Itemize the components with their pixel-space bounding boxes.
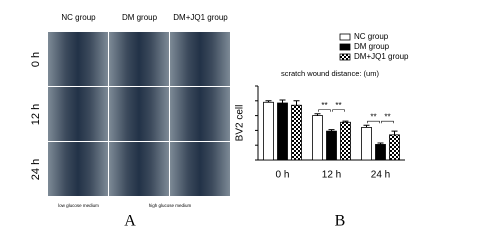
error-bar (391, 130, 398, 135)
micrograph (109, 87, 169, 141)
row-label: 0 h (30, 52, 42, 67)
legend-label: NC group (354, 32, 389, 41)
micrograph (170, 87, 230, 141)
micrograph (170, 142, 230, 196)
column-header: DM group (122, 13, 158, 22)
panel-b: scratch wound distance: (um) BV2 cell 0 h 1… (235, 32, 409, 230)
error-bar (293, 100, 300, 106)
significance: ** (370, 112, 376, 121)
legend-swatch (339, 43, 351, 51)
significance: ** (335, 101, 341, 110)
legend-swatch (339, 53, 351, 61)
panel-a: NC group DM group DM+JQ1 group 0 h 12 h 24 h l… (30, 13, 230, 230)
error-bar (279, 99, 286, 104)
chart-title: scratch wound distance: (um) (281, 69, 379, 78)
significance: ** (384, 112, 390, 121)
x-tick-label: 0 h (276, 170, 290, 181)
error-bar (377, 142, 384, 145)
row-label: 24 h (30, 159, 42, 180)
micrograph (48, 142, 108, 196)
bar (263, 101, 274, 161)
error-bar (342, 120, 349, 123)
error-bar (328, 129, 335, 132)
panel-label: B (335, 213, 346, 230)
bracket (332, 109, 345, 112)
bar (326, 130, 337, 161)
micrograph (48, 87, 108, 141)
legend-label: DM+JQ1 group (354, 52, 409, 61)
micrograph (48, 32, 108, 86)
medium-label: low glucose medium (58, 203, 99, 208)
row-label: 12 h (30, 104, 42, 125)
legend-label: DM group (354, 42, 390, 51)
micrograph (109, 32, 169, 86)
micrograph (109, 142, 169, 196)
column-header: NC group (61, 13, 96, 22)
error-bar (314, 113, 321, 116)
legend-swatch (339, 33, 351, 41)
bar (361, 127, 372, 161)
bar (312, 115, 323, 161)
y-axis-label: BV2 cell (235, 105, 246, 142)
bracket (318, 109, 331, 112)
bar (291, 104, 302, 161)
x-tick-label: 24 h (371, 170, 390, 181)
column-header: DM+JQ1 group (173, 13, 228, 22)
bar (340, 121, 351, 161)
error-bar (363, 124, 370, 128)
medium-label: high glucose medium (149, 203, 192, 208)
bracket (367, 120, 380, 124)
x-tick-label: 12 h (322, 170, 341, 181)
error-bar (265, 100, 272, 103)
micrograph (170, 32, 230, 86)
bar (277, 102, 288, 161)
bar (375, 144, 386, 161)
panel-label: A (124, 213, 136, 230)
significance: ** (321, 101, 327, 110)
bar (389, 134, 400, 161)
bracket (381, 120, 394, 124)
